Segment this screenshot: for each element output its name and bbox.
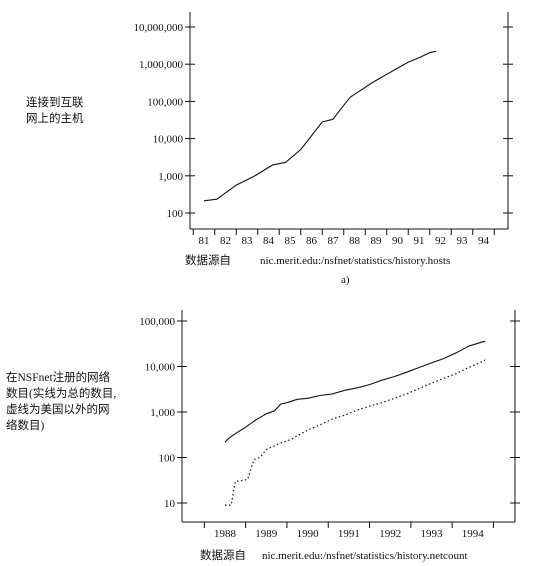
x-tick-label: 87 <box>328 235 340 247</box>
x-tick-label: 1990 <box>297 528 320 540</box>
y-tick-label: 1,000 <box>158 171 183 183</box>
x-tick-label: 1994 <box>462 528 485 540</box>
x-tick-label: 1992 <box>379 528 401 540</box>
x-tick-label: 88 <box>349 235 361 247</box>
source-url: nic.merit.edu:/nsfnet/statistics/history… <box>260 255 450 267</box>
source-prefix: 数据源自 <box>200 548 246 562</box>
y-tick-label: 100 <box>159 453 176 465</box>
y-tick-label: 10 <box>164 498 176 510</box>
y-axis-label-line: 网上的主机 <box>26 111 84 125</box>
x-tick-label: 1991 <box>338 528 360 540</box>
y-tick-label: 100 <box>167 208 184 220</box>
chart-networks: 100,000 10,000 1,000 100 10 1988 1989 1990 1991 1… <box>6 310 520 562</box>
y-axis-label-line: 络数目) <box>6 418 44 432</box>
y-axis-label-line: 在NSFnet注册的网络 <box>6 370 111 384</box>
y-tick-label: 10,000,000 <box>134 22 184 34</box>
x-tick-label: 82 <box>220 235 231 247</box>
source-prefix: 数据源自 <box>185 253 231 267</box>
y-tick-label: 1,000 <box>150 407 175 419</box>
x-tick-label: 83 <box>242 235 254 247</box>
x-tick-label: 93 <box>457 235 469 247</box>
x-tick-label: 1993 <box>421 528 444 540</box>
x-tick-label: 89 <box>371 235 383 247</box>
y-axis-label-line: 连接到互联 <box>26 95 84 109</box>
x-tick-label: 84 <box>263 235 275 247</box>
x-tick-label: 81 <box>199 235 210 247</box>
y-tick-label: 1,000,000 <box>139 59 184 71</box>
series-line-dotted <box>225 359 486 506</box>
series-line-solid <box>224 340 486 443</box>
y-axis-label-line: 数目(实线为总的数目, <box>6 386 116 400</box>
x-tick-label: 1989 <box>255 528 278 540</box>
x-tick-label: 90 <box>392 235 404 247</box>
chart-hosts: 10,000,000 1,000,000 100,000 10,000 1,000 100… <box>26 12 513 286</box>
x-tick-label: 1988 <box>214 528 237 540</box>
y-tick-label: 10,000 <box>145 362 176 374</box>
y-tick-label: 100,000 <box>139 316 175 328</box>
series-line-solid <box>203 50 437 202</box>
y-tick-label: 10,000 <box>153 134 184 146</box>
caption: a) <box>341 274 350 286</box>
y-tick-label: 100,000 <box>147 96 183 108</box>
y-axis-label-line: 虚线为美国以外的网 <box>6 402 110 416</box>
x-tick-label: 94 <box>478 235 490 247</box>
source-url: nic.merit.edu:/nsfnet/statistics/history… <box>262 550 468 562</box>
x-tick-label: 86 <box>306 235 318 247</box>
x-tick-label: 92 <box>435 235 446 247</box>
x-tick-label: 91 <box>414 235 425 247</box>
x-tick-label: 85 <box>285 235 297 247</box>
